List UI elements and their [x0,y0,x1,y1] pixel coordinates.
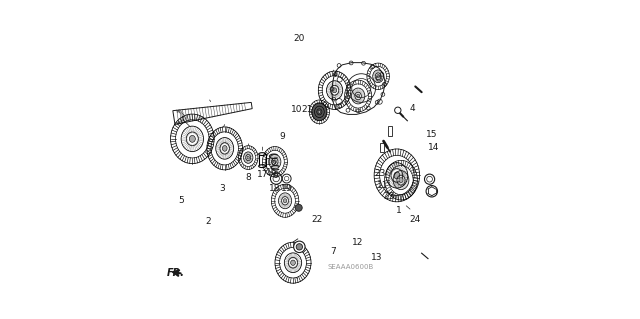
Text: 1: 1 [396,206,402,215]
Ellipse shape [239,146,258,169]
Text: 17: 17 [257,170,269,179]
Text: 23: 23 [383,192,395,202]
Text: 22: 22 [312,215,323,224]
Text: 8: 8 [246,173,252,182]
Ellipse shape [318,110,321,113]
Text: 21: 21 [301,106,312,115]
Bar [259,154,266,166]
Ellipse shape [399,178,403,182]
Ellipse shape [273,160,276,164]
Ellipse shape [207,127,243,170]
Ellipse shape [275,242,311,283]
Ellipse shape [374,149,420,202]
Text: 15: 15 [426,130,438,138]
Bar [388,126,392,136]
Text: 16: 16 [266,168,278,177]
Ellipse shape [356,94,360,98]
Ellipse shape [284,199,287,203]
Text: 3: 3 [220,184,225,193]
Ellipse shape [377,75,380,78]
Text: 14: 14 [428,143,440,152]
Text: 20: 20 [294,34,305,43]
Circle shape [294,241,305,253]
Ellipse shape [189,136,195,142]
Text: SEAAA0600B: SEAAA0600B [327,264,373,271]
Ellipse shape [394,172,400,179]
Text: FR.: FR. [167,268,185,278]
Text: 11: 11 [377,181,388,190]
Circle shape [426,186,438,197]
Ellipse shape [385,160,417,200]
Text: 18: 18 [269,184,281,193]
Ellipse shape [367,63,389,90]
Text: 23: 23 [374,169,385,178]
Ellipse shape [312,103,327,121]
Text: 2: 2 [205,217,211,226]
Ellipse shape [271,184,299,217]
Ellipse shape [291,260,295,265]
Ellipse shape [262,146,287,177]
Text: 19: 19 [281,184,292,193]
Text: 4: 4 [410,104,415,113]
Text: 7: 7 [330,247,335,256]
Text: 24: 24 [410,215,421,224]
Ellipse shape [259,153,266,155]
Polygon shape [173,102,252,124]
Circle shape [296,244,303,250]
Ellipse shape [333,88,337,93]
Circle shape [295,204,302,211]
Ellipse shape [309,100,330,124]
Ellipse shape [170,114,214,164]
Circle shape [395,107,401,114]
Text: 6: 6 [273,171,278,180]
Text: 16: 16 [266,158,278,167]
Text: 5: 5 [179,196,184,205]
Text: 13: 13 [371,254,383,263]
Bar [380,143,383,152]
Ellipse shape [318,71,351,109]
Text: 10: 10 [291,106,303,115]
Text: 12: 12 [352,238,363,247]
Text: 9: 9 [280,132,285,141]
Ellipse shape [222,145,227,151]
Ellipse shape [247,156,250,159]
Ellipse shape [344,80,372,112]
Ellipse shape [259,165,266,167]
